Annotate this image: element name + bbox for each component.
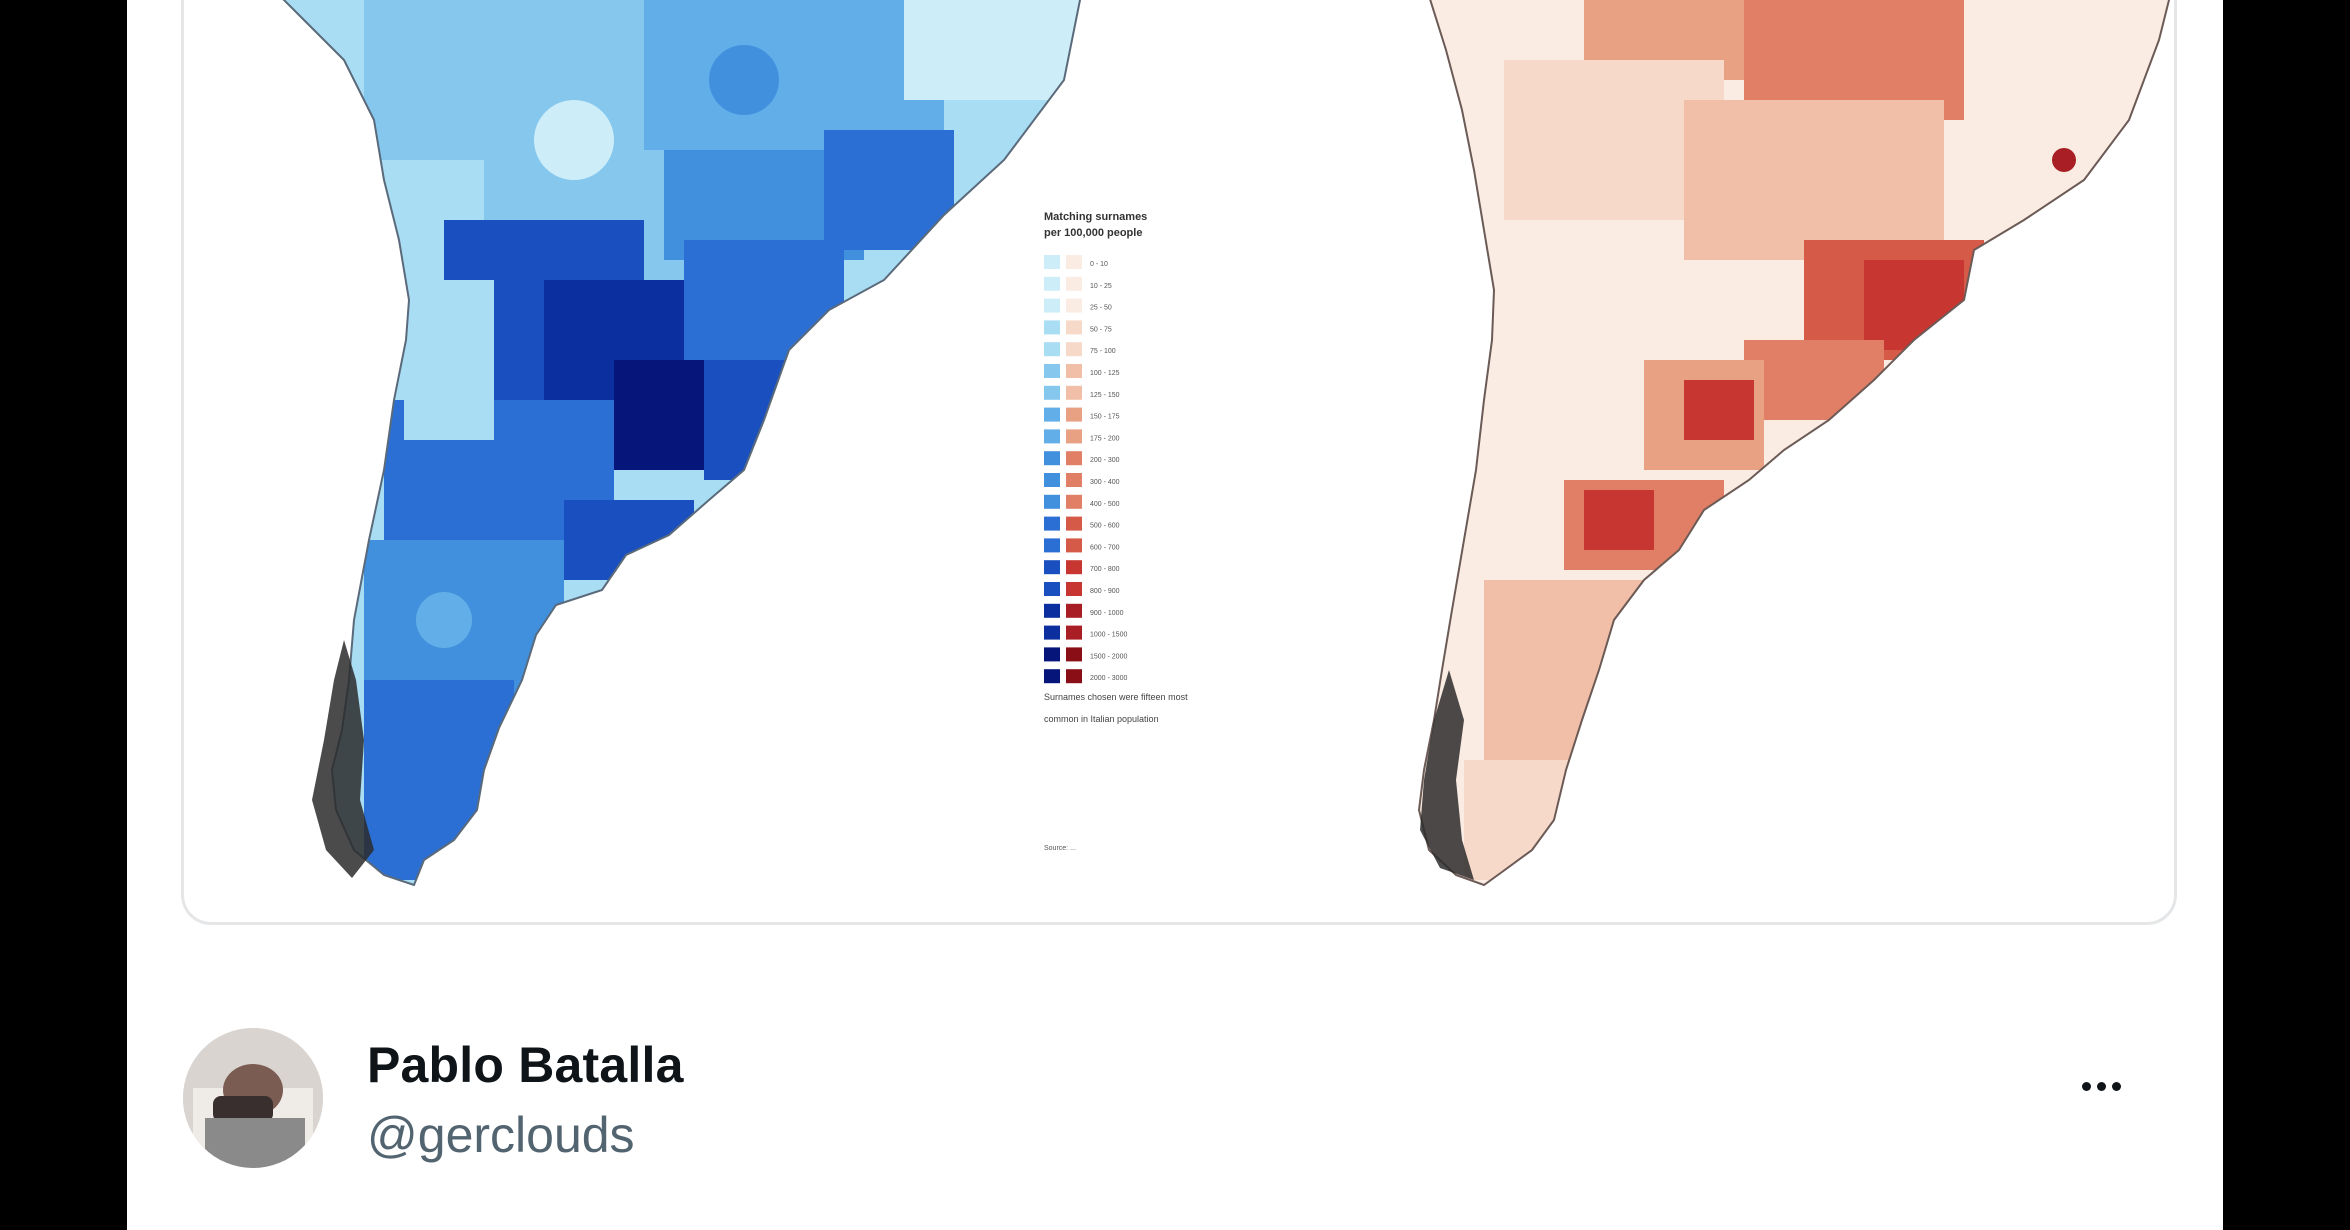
legend-swatch-red: [1066, 603, 1082, 618]
legend-range-label: 0 - 10: [1090, 261, 1108, 268]
legend-range-label: 10 - 25: [1090, 283, 1112, 290]
legend-swatch-blue: [1044, 320, 1060, 335]
legend-swatch-red: [1066, 276, 1082, 291]
legend-swatch-red: [1066, 516, 1082, 531]
legend-range-label: 500 - 600: [1090, 523, 1120, 530]
legend-swatch-red: [1066, 538, 1082, 553]
more-horizontal-icon-dot: [2111, 1081, 2121, 1091]
legend-range-label: 1500 - 2000: [1090, 653, 1127, 660]
blue-choropleth-map: [264, 0, 1084, 887]
legend-swatch-blue: [1044, 582, 1060, 596]
legend-swatch-blue: [1044, 407, 1060, 422]
legend-swatch-red: [1066, 647, 1082, 662]
display-name[interactable]: Pablo Batalla: [367, 1037, 684, 1093]
legend-swatch-blue: [1044, 385, 1060, 400]
legend-range-label: 900 - 1000: [1090, 610, 1124, 617]
tweet-author: Pablo Batalla @gerclouds: [183, 1028, 2173, 1178]
legend-swatch-blue: [1044, 560, 1060, 575]
legend-swatch-blue: [1044, 473, 1060, 487]
legend-swatch-red: [1066, 298, 1082, 313]
legend-range-label: 400 - 500: [1090, 501, 1120, 508]
legend-swatch-blue: [1044, 625, 1060, 640]
legend-swatch-blue: [1044, 255, 1060, 269]
legend-range-label: 700 - 800: [1090, 566, 1120, 573]
legend-swatch-red: [1066, 625, 1082, 640]
maps-illustration: Matching surnames per 100,000 people 0 -…: [264, 0, 2174, 887]
legend-title-1: Matching surnames: [1044, 211, 1147, 223]
legend-swatch-red: [1066, 255, 1082, 269]
legend-swatch-red: [1066, 473, 1082, 487]
legend-swatch-red: [1066, 364, 1082, 378]
more-horizontal-icon-dot: [2096, 1081, 2106, 1091]
legend-range-label: 75 - 100: [1090, 348, 1116, 355]
more-horizontal-icon: [2081, 1081, 2091, 1091]
legend-swatch-red: [1066, 429, 1082, 444]
legend-swatch-red: [1066, 669, 1082, 684]
legend-range-label: 25 - 50: [1090, 305, 1112, 312]
legend-range-label: 50 - 75: [1090, 326, 1112, 333]
legend-swatch-red: [1066, 451, 1082, 466]
legend-swatch-blue: [1044, 494, 1060, 509]
red-choropleth-map: [1417, 0, 2174, 887]
legend-swatch-blue: [1044, 669, 1060, 684]
more-options-button[interactable]: [2065, 1050, 2137, 1122]
legend-range-label: 1000 - 1500: [1090, 632, 1127, 639]
legend-range-label: 600 - 700: [1090, 544, 1120, 551]
legend-swatch-blue: [1044, 276, 1060, 291]
legend-note-1: Surnames chosen were fifteen most: [1044, 692, 1188, 702]
legend-range-label: 125 - 150: [1090, 392, 1120, 399]
legend-swatch-red: [1066, 385, 1082, 400]
legend-note-2: common in Italian population: [1044, 714, 1159, 724]
legend-swatch-red: [1066, 582, 1082, 596]
map-legend: Matching surnames per 100,000 people 0 -…: [1044, 211, 1188, 852]
legend-swatch-blue: [1044, 429, 1060, 444]
legend-swatch-red: [1066, 320, 1082, 335]
legend-swatch-blue: [1044, 364, 1060, 378]
legend-swatch-blue: [1044, 538, 1060, 553]
legend-range-label: 300 - 400: [1090, 479, 1120, 486]
legend-swatch-blue: [1044, 342, 1060, 357]
legend-range-label: 175 - 200: [1090, 435, 1120, 442]
legend-swatch-red: [1066, 560, 1082, 575]
legend-source: Source: ...: [1044, 845, 1076, 852]
tweet-card: Matching surnames per 100,000 people 0 -…: [127, 0, 2223, 1230]
legend-swatch-blue: [1044, 451, 1060, 466]
legend-range-label: 800 - 900: [1090, 588, 1120, 595]
legend-swatch-blue: [1044, 603, 1060, 618]
legend-swatch-red: [1066, 342, 1082, 357]
legend-swatch-blue: [1044, 516, 1060, 531]
legend-swatch-blue: [1044, 298, 1060, 313]
profile-photo-icon: [183, 1028, 323, 1168]
legend-range-label: 200 - 300: [1090, 457, 1120, 464]
user-handle[interactable]: @gerclouds: [367, 1107, 635, 1163]
legend-swatch-blue: [1044, 647, 1060, 662]
legend-title-2: per 100,000 people: [1044, 227, 1142, 239]
avatar[interactable]: [183, 1028, 323, 1168]
legend-range-label: 100 - 125: [1090, 370, 1120, 377]
tweet-media-image[interactable]: Matching surnames per 100,000 people 0 -…: [181, 0, 2177, 925]
legend-swatch-red: [1066, 407, 1082, 422]
legend-rows: 0 - 10 10 - 25 25 - 50 50 - 75 75 - 100 100 -…: [1044, 255, 1127, 684]
legend-swatch-red: [1066, 494, 1082, 509]
legend-range-label: 2000 - 3000: [1090, 675, 1127, 682]
legend-range-label: 150 - 175: [1090, 414, 1120, 421]
